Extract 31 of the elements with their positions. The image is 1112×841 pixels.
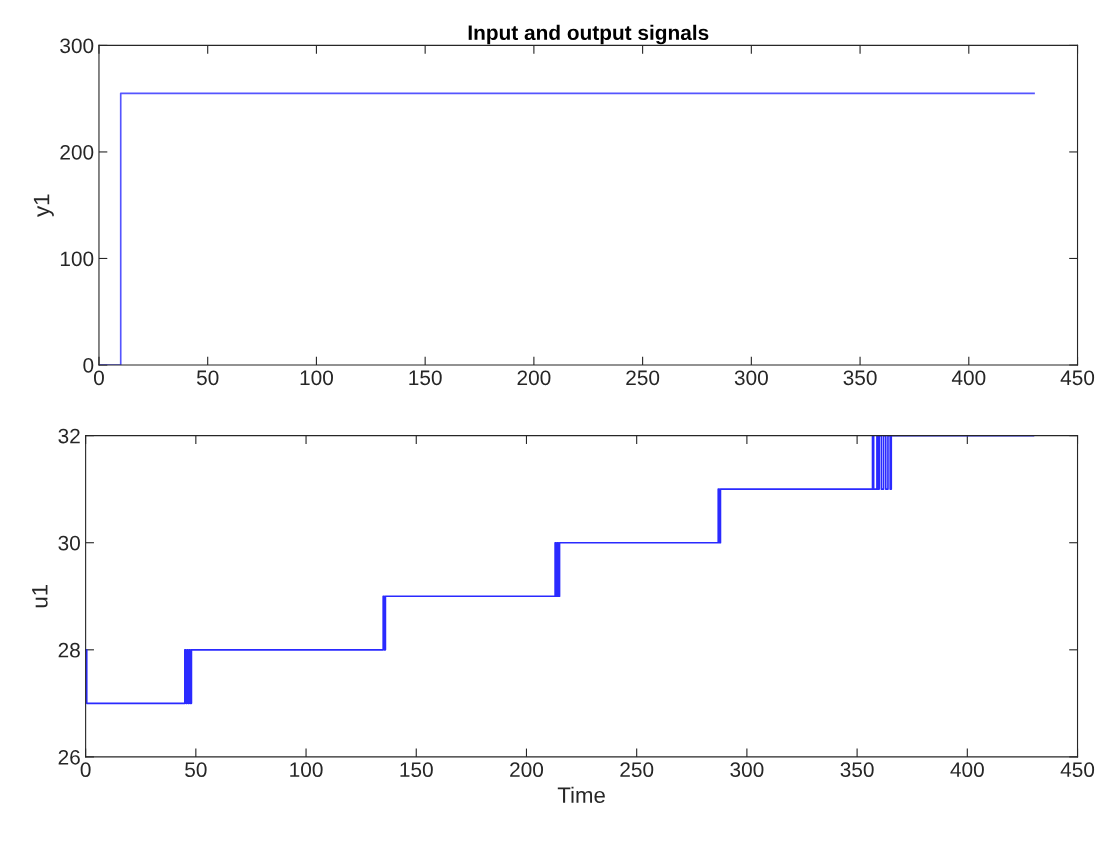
y-tick-label: 32 bbox=[58, 428, 80, 444]
y-tick-label: 26 bbox=[58, 749, 80, 765]
y-tick-label: 300 bbox=[60, 38, 94, 54]
x-tick-label: 50 bbox=[196, 370, 219, 386]
x-tick-label: 450 bbox=[1060, 762, 1095, 778]
y-tick-label: 200 bbox=[60, 144, 94, 160]
y-axis-title: y1 bbox=[33, 194, 54, 217]
x-tick-label: 0 bbox=[93, 370, 104, 386]
x-tick-label: 150 bbox=[400, 762, 433, 778]
x-tick-label: 400 bbox=[950, 762, 984, 778]
x-tick-label: 350 bbox=[840, 762, 874, 778]
y-tick-label: 28 bbox=[58, 642, 80, 658]
y-tick-label: 30 bbox=[58, 535, 80, 551]
y-tick-label: 0 bbox=[83, 358, 94, 373]
y-tick-label: 100 bbox=[60, 251, 94, 267]
x-tick-label: 100 bbox=[290, 762, 323, 778]
x-tick-label: 250 bbox=[626, 370, 660, 386]
x-tick-label: 300 bbox=[734, 370, 768, 386]
x-tick-label: 200 bbox=[517, 370, 551, 386]
x-tick-label: 50 bbox=[185, 762, 207, 778]
x-tick-label: 100 bbox=[300, 370, 333, 386]
x-tick-label: 450 bbox=[1060, 370, 1095, 386]
x-tick-label: 150 bbox=[409, 370, 442, 386]
x-tick-label: 200 bbox=[510, 762, 544, 778]
chart-title: Input and output signals bbox=[468, 24, 709, 45]
y-axis-title: u1 bbox=[32, 584, 48, 608]
x-tick-label: 350 bbox=[843, 370, 877, 386]
x-tick-label: 400 bbox=[951, 370, 986, 386]
x-axis-title: Time bbox=[557, 786, 605, 804]
x-tick-label: 300 bbox=[730, 762, 764, 778]
x-tick-label: 250 bbox=[620, 762, 654, 778]
